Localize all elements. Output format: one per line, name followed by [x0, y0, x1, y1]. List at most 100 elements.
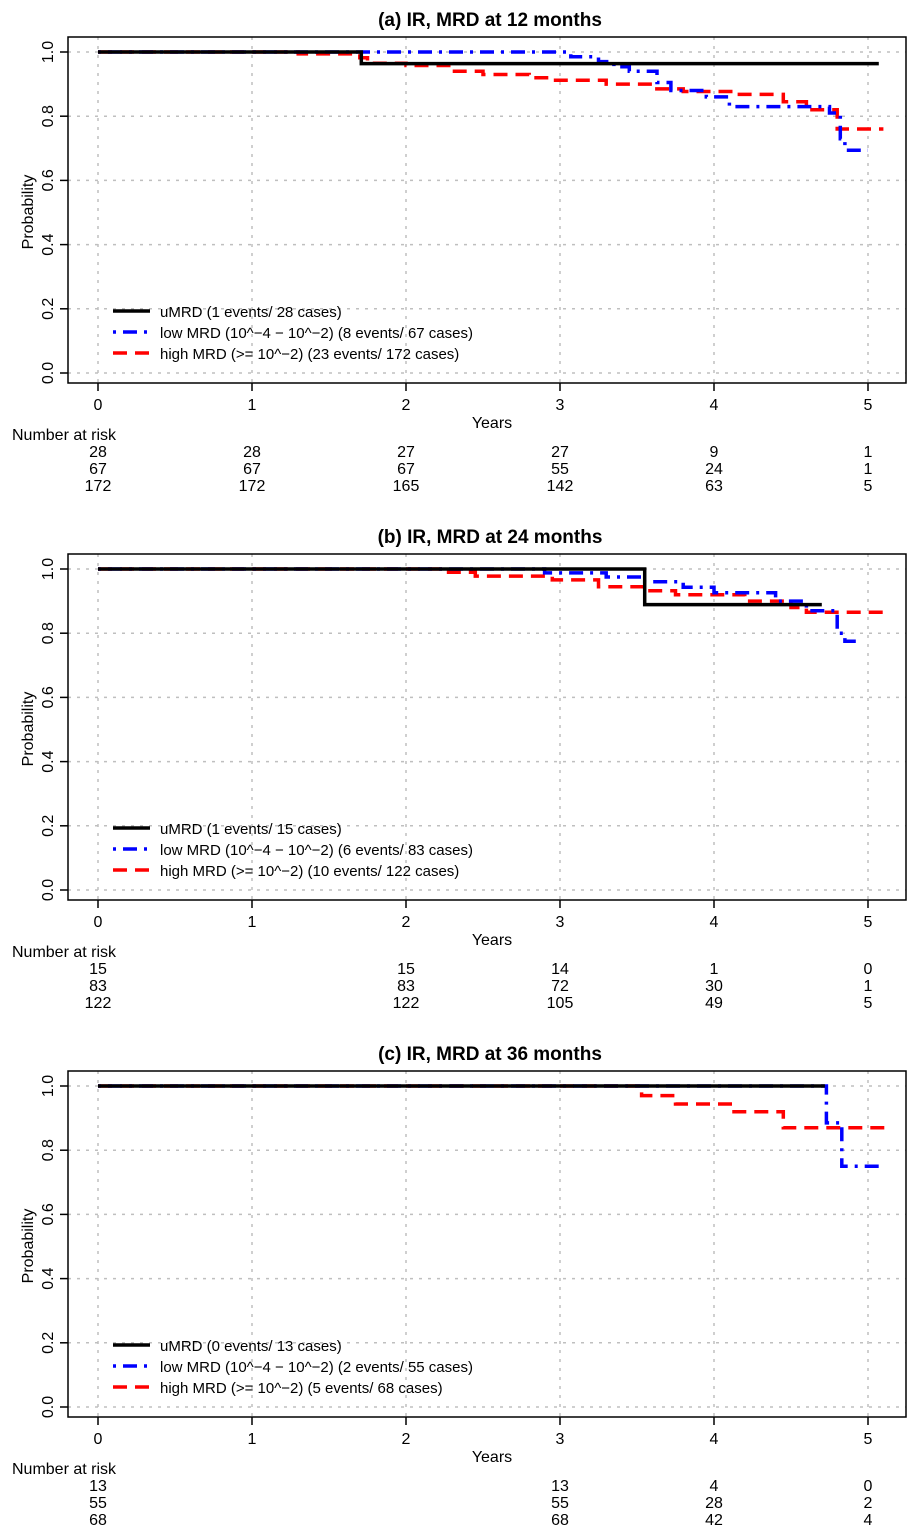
panel-title: (b) IR, MRD at 24 months [378, 527, 603, 548]
risk-count: 83 [89, 978, 107, 995]
x-tick-label: 1 [248, 914, 257, 931]
x-tick-label: 0 [94, 914, 103, 931]
risk-count: 172 [239, 478, 266, 495]
y-tick-label: 1.0 [40, 1075, 57, 1097]
legend-label: low MRD (10^−4 − 10^−2) (8 events/ 67 ca… [160, 325, 473, 342]
series-line-high-mrd [98, 1084, 888, 1130]
x-tick-label: 2 [402, 397, 411, 414]
series-line-low-mrd [98, 50, 868, 152]
risk-count: 67 [243, 461, 261, 478]
x-tick-label: 3 [556, 1431, 565, 1448]
risk-count: 0 [864, 1478, 873, 1495]
risk-count: 24 [705, 461, 723, 478]
y-tick-label: 0.0 [40, 879, 57, 901]
x-tick-label: 2 [402, 914, 411, 931]
y-tick-label: 0.6 [40, 1203, 57, 1225]
risk-count: 27 [551, 444, 569, 461]
risk-count: 1 [864, 978, 873, 995]
y-axis-label: Probability [20, 175, 37, 250]
risk-count: 27 [397, 444, 415, 461]
x-tick-label: 4 [710, 914, 719, 931]
plot-frame [67, 1070, 907, 1418]
risk-table-header: Number at risk [12, 427, 117, 444]
risk-count: 14 [551, 961, 569, 978]
risk-count: 42 [705, 1512, 723, 1529]
plot-frame [67, 553, 907, 901]
risk-count: 172 [85, 478, 112, 495]
risk-count: 165 [393, 478, 420, 495]
x-axis-label: Years [472, 415, 512, 432]
risk-count: 5 [864, 995, 873, 1012]
risk-count: 67 [89, 461, 107, 478]
y-tick-label: 0.8 [40, 1139, 57, 1161]
series-line-high-mrd [98, 50, 884, 131]
x-tick-label: 5 [864, 1431, 873, 1448]
y-tick-label: 0.4 [40, 1267, 57, 1289]
risk-count: 72 [551, 978, 569, 995]
series-line-umrd [98, 50, 879, 66]
legend-label: uMRD (1 events/ 15 cases) [160, 821, 342, 838]
y-tick-label: 0.0 [40, 362, 57, 384]
y-tick-label: 0.2 [40, 815, 57, 837]
y-tick-label: 1.0 [40, 41, 57, 63]
x-tick-label: 5 [864, 397, 873, 414]
series-line-low-mrd [98, 1084, 881, 1169]
risk-count: 68 [89, 1512, 107, 1529]
risk-count: 122 [85, 995, 112, 1012]
risk-count: 122 [393, 995, 420, 1012]
x-tick-label: 0 [94, 1431, 103, 1448]
x-axis-label: Years [472, 932, 512, 949]
risk-table-header: Number at risk [12, 944, 117, 961]
panel-title: (a) IR, MRD at 12 months [378, 10, 602, 31]
risk-count: 13 [551, 1478, 569, 1495]
y-tick-label: 0.0 [40, 1396, 57, 1418]
risk-count: 1 [864, 461, 873, 478]
risk-count: 55 [89, 1495, 107, 1512]
legend-label: high MRD (>= 10^−2) (10 events/ 122 case… [160, 863, 459, 880]
x-tick-label: 5 [864, 914, 873, 931]
y-tick-label: 0.8 [40, 105, 57, 127]
x-tick-label: 4 [710, 397, 719, 414]
panel-a: (a) IR, MRD at 12 months 0.0 0.2 0.4 0.6 0.8 1… [12, 10, 907, 495]
y-tick-label: 0.6 [40, 169, 57, 191]
y-tick-label: 0.2 [40, 298, 57, 320]
x-tick-label: 1 [248, 397, 257, 414]
risk-count: 28 [243, 444, 261, 461]
risk-count: 68 [551, 1512, 569, 1529]
risk-count: 142 [547, 478, 574, 495]
risk-count: 2 [864, 1495, 873, 1512]
risk-count: 4 [710, 1478, 719, 1495]
series-line-high-mrd [98, 567, 888, 615]
x-tick-label: 4 [710, 1431, 719, 1448]
risk-count: 5 [864, 478, 873, 495]
risk-count: 83 [397, 978, 415, 995]
x-tick-label: 3 [556, 397, 565, 414]
y-tick-label: 0.4 [40, 233, 57, 255]
risk-count: 1 [710, 961, 719, 978]
y-tick-label: 0.4 [40, 750, 57, 772]
series-line-low-mrd [98, 567, 861, 643]
risk-count: 28 [89, 444, 107, 461]
risk-count: 15 [89, 961, 107, 978]
risk-count: 55 [551, 461, 569, 478]
series-line-umrd [98, 567, 822, 607]
y-axis-label: Probability [20, 1209, 37, 1284]
y-tick-label: 1.0 [40, 558, 57, 580]
legend-label: uMRD (0 events/ 13 cases) [160, 1338, 342, 1355]
legend-label: high MRD (>= 10^−2) (5 events/ 68 cases) [160, 1380, 443, 1397]
panel-title: (c) IR, MRD at 36 months [378, 1044, 602, 1065]
legend-label: uMRD (1 events/ 28 cases) [160, 304, 342, 321]
risk-count: 28 [705, 1495, 723, 1512]
risk-count: 4 [864, 1512, 873, 1529]
x-tick-label: 1 [248, 1431, 257, 1448]
panel-b: (b) IR, MRD at 24 months 0.0 0.2 0.4 0.6 0.8 1… [12, 527, 907, 1012]
legend-label: low MRD (10^−4 − 10^−2) (2 events/ 55 ca… [160, 1359, 473, 1376]
legend-label: high MRD (>= 10^−2) (23 events/ 172 case… [160, 346, 459, 363]
x-tick-label: 0 [94, 397, 103, 414]
y-axis-label: Probability [20, 692, 37, 767]
y-tick-label: 0.2 [40, 1332, 57, 1354]
x-tick-label: 2 [402, 1431, 411, 1448]
risk-count: 9 [710, 444, 719, 461]
risk-table-header: Number at risk [12, 1461, 117, 1478]
risk-count: 13 [89, 1478, 107, 1495]
